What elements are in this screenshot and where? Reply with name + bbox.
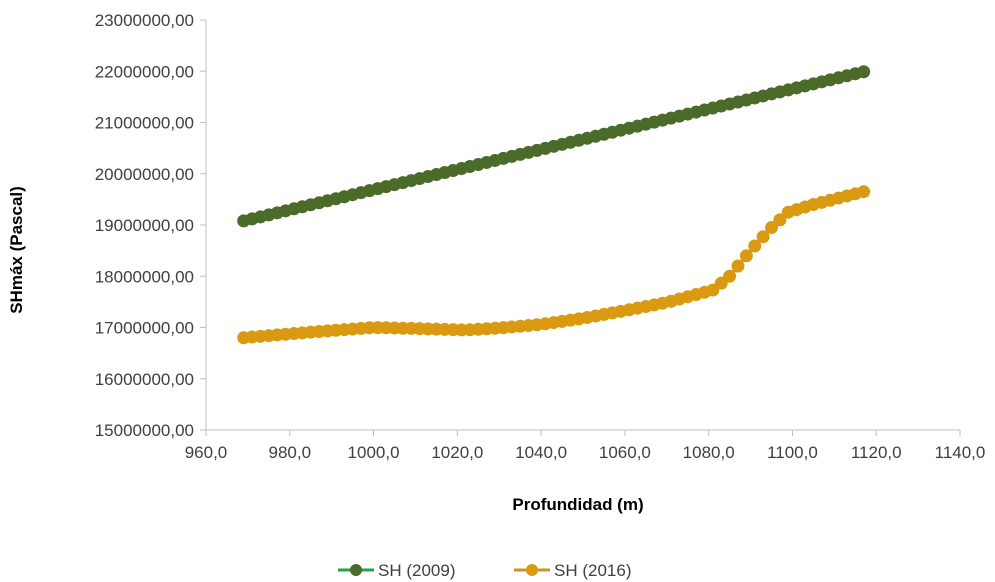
data-point <box>731 259 745 273</box>
legend-label: SH (2009) <box>378 561 455 580</box>
data-point <box>773 213 787 227</box>
y-tick-label: 15000000,00 <box>95 421 194 440</box>
x-tick-label: 1100,0 <box>767 443 818 462</box>
x-tick-label: 1080,0 <box>683 443 735 462</box>
data-point <box>714 276 728 290</box>
x-tick-label: 1000,0 <box>348 443 400 462</box>
data-point <box>765 221 778 235</box>
data-point <box>857 65 871 79</box>
data-point <box>756 230 770 244</box>
data-point <box>748 239 762 253</box>
legend-marker <box>526 564 538 576</box>
y-tick-label: 21000000,00 <box>95 114 194 133</box>
y-tick-label: 17000000,00 <box>95 319 194 338</box>
series-layer <box>237 65 871 345</box>
x-tick-label: 1140,0 <box>935 443 986 462</box>
data-point <box>706 283 720 297</box>
y-tick-label: 19000000,00 <box>95 216 194 235</box>
y-tick-label: 18000000,00 <box>95 267 194 286</box>
data-point <box>739 249 753 263</box>
legend: SH (2009) SH (2016) <box>338 561 631 580</box>
x-axis-title: Profundidad (m) <box>512 495 643 514</box>
x-tick-label: 980,0 <box>269 443 312 462</box>
legend-item: SH (2009) <box>338 561 455 580</box>
data-point <box>723 269 737 283</box>
x-tick-label: 1020,0 <box>431 443 483 462</box>
series-2 <box>237 185 871 345</box>
y-tick-label: 23000000,00 <box>95 11 194 30</box>
y-tick-label: 16000000,00 <box>95 370 194 389</box>
legend-item: SH (2016) <box>514 561 631 580</box>
y-axis-title: SHmáx (Pascal) <box>7 186 26 314</box>
x-tick-label: 1120,0 <box>851 443 902 462</box>
x-tick-label: 960,0 <box>185 443 228 462</box>
y-axis-ticks: 15000000,00 16000000,00 17000000,00 1800000… <box>95 11 206 440</box>
x-tick-label: 1060,0 <box>599 443 651 462</box>
y-tick-label: 22000000,00 <box>95 62 194 81</box>
legend-marker <box>350 564 362 576</box>
x-axis-ticks: 960,0 980,0 1000,0 1020,0 1040,0 1060,0 1080,0… <box>185 430 986 462</box>
y-tick-label: 20000000,00 <box>95 165 194 184</box>
series-1 <box>237 65 871 228</box>
series-line <box>243 190 865 340</box>
legend-label: SH (2016) <box>554 561 631 580</box>
x-tick-label: 1040,0 <box>515 443 567 462</box>
data-point <box>857 185 871 199</box>
